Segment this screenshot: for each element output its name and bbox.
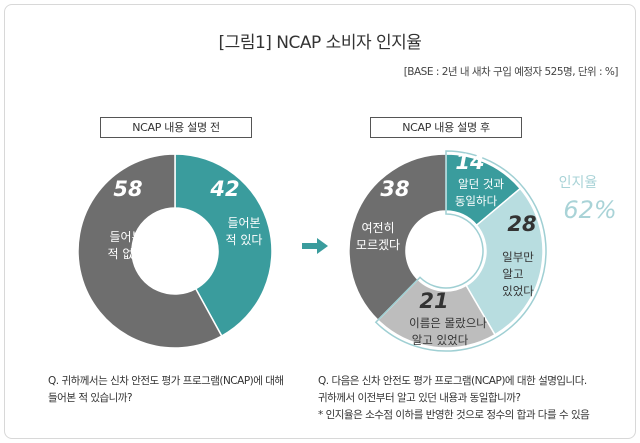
awareness-label: 인지율: [559, 175, 598, 191]
right-question: Q. 다음은 신차 안전도 평가 프로그램(NCAP)에 대한 설명입니다. 귀…: [318, 373, 590, 424]
label-text-58a: 들어본: [109, 230, 142, 244]
label-text-14b: 동일하다: [455, 194, 498, 208]
left-chart-title: NCAP 내용 설명 전: [100, 117, 252, 138]
question-line: 들어본 적 있습니까?: [48, 392, 133, 404]
label-text-58b: 적 없다: [108, 247, 145, 261]
right-chart-title: NCAP 내용 설명 후: [370, 117, 522, 138]
figure-title: [그림1] NCAP 소비자 인지율: [218, 33, 422, 53]
label-text-38a: 여전히: [361, 221, 394, 235]
label-text-42a: 들어본: [227, 216, 260, 230]
label-value-14: 14: [455, 150, 484, 174]
label-text-28b: 알고: [502, 267, 523, 281]
right-donut: [348, 150, 547, 352]
label-value-38: 38: [380, 177, 409, 201]
label-text-21b: 알고 있었다: [412, 333, 469, 347]
left-question: Q. 귀하께서는 신차 안전도 평가 프로그램(NCAP)에 대해 들어본 적 …: [48, 373, 284, 407]
label-text-38b: 모르겠다: [356, 238, 400, 252]
awareness-value: 62%: [563, 196, 616, 224]
base-note: [BASE : 2년 내 새차 구입 예정자 525명, 단위 : %]: [403, 66, 619, 78]
awareness-outline: [374, 150, 547, 352]
question-line: 귀하께서 이전부터 알고 있던 내용과 동일합니까?: [318, 392, 521, 404]
donut-slice: [174, 153, 273, 338]
label-value-21: 21: [419, 289, 448, 313]
label-text-28a: 일부만: [502, 250, 534, 264]
donut-slice: [77, 153, 223, 349]
footnote: * 인지율은 소수점 이하를 반영한 것으로 정수의 합과 다를 수 있음: [318, 409, 590, 421]
label-text-21a: 이름은 몰랐으나: [409, 316, 487, 330]
question-line: Q. 다음은 신차 안전도 평가 프로그램(NCAP)에 대한 설명입니다.: [318, 375, 587, 387]
label-value-42: 42: [209, 177, 239, 201]
left-donut: [77, 153, 273, 349]
label-text-42b: 적 있다: [226, 233, 263, 247]
label-text-28c: 있었다: [502, 284, 534, 298]
label-text-14a: 알던 것과: [458, 177, 504, 191]
right-arrow-icon: [302, 238, 328, 254]
label-value-58: 58: [113, 177, 142, 201]
donut-slice: [465, 187, 544, 336]
donut-slice: [348, 153, 447, 322]
label-value-28: 28: [507, 212, 536, 236]
donut-slice: [376, 278, 496, 349]
question-line: Q. 귀하께서는 신차 안전도 평가 프로그램(NCAP)에 대해: [48, 375, 284, 387]
